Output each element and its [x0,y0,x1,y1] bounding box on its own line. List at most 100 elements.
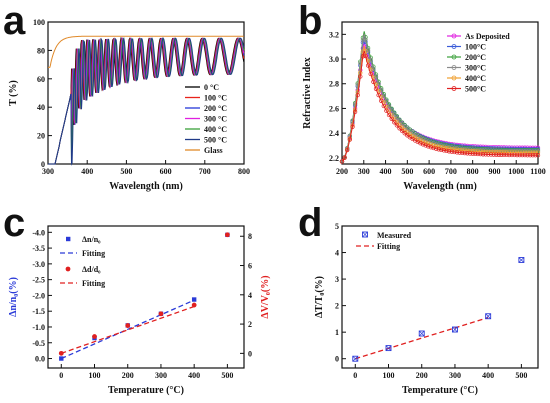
panel-b-series-marker [530,153,535,158]
panel-letter-c: c [3,201,25,245]
panel-d-point [518,257,525,263]
panel-b-series-marker [514,147,520,153]
panel-c-point-d [224,232,230,238]
panel-d-x-tick-label: 0 [353,371,357,380]
panel-c-point-n [191,297,197,302]
panel-b-series-marker [389,116,394,121]
panel-b-y-tick-label: 2.6 [329,104,339,113]
panel-b-series-marker [465,151,470,156]
panel-a-series-line [48,37,245,166]
panel-c-point-d [125,323,131,328]
panel-b-series-marker [384,108,389,113]
panel-b-series-marker [460,148,465,153]
panel-b-series-marker [384,99,389,104]
panel-a-y-tick-label: 40 [37,103,45,112]
panel-c-y-tick-label: 4 [248,291,252,300]
panel-b-series-marker [392,120,397,125]
panel-b-series-marker [514,150,520,155]
panel-d-y-tick-label: 1 [335,328,339,337]
panel-b-legend-label: 500°C [465,85,486,94]
panel-b-legend-marker [451,54,457,60]
panel-c-x-tick-label: 200 [122,371,134,380]
panel-b-series-marker [373,86,379,91]
panel-b-series-marker [381,93,386,99]
panel-b-series-marker [431,145,436,151]
panel-b-series-marker [371,79,376,84]
panel-b-series-marker [488,149,494,155]
panel-b-series-marker [423,143,428,148]
panel-a-legend-label: 200 °C [204,104,227,113]
panel-b-series-marker [522,148,528,153]
panel-c-point-d [92,334,97,339]
panel-d-point-cross [518,257,525,263]
panel-b-series-marker [345,147,350,153]
panel-c-x-tick-label: 100 [89,371,101,380]
panel-b-series-marker [470,149,475,154]
panel-a-y-axis-title: T (%) [8,80,19,106]
panel-d-point-box [451,326,458,333]
panel-b-series-marker [358,74,363,79]
panel-a-plot-frame [47,21,245,165]
panel-d-point-cross [418,330,425,337]
panel-c-chart: 0 100 200 300 400 500 0.0 -0.5 -1.0 -1.5 -2.0 -2.5 -… [8,225,271,396]
panel-b-series-marker [449,146,454,152]
panel-b-series-marker [507,150,512,155]
panel-d-legend-label: Fitting [377,242,400,251]
panel-b-series-marker [399,125,405,130]
panel-b-series-marker [457,150,462,155]
panel-a-x-tick-label: 600 [160,167,172,176]
panel-d-legend-marker [362,231,368,238]
panel-b-series-marker [365,48,371,53]
panel-b-legend-marker [451,44,457,49]
panel-b-series-marker [496,152,501,157]
panel-b-x-tick-label: 1000 [508,167,524,176]
panel-b-series-marker [525,150,530,155]
panel-d-point [485,313,492,320]
panel-b-series-marker [371,66,376,71]
panel-b-series-marker [420,137,426,142]
panel-d-point-box [385,345,392,352]
panel-d-point-box [485,313,492,320]
panel-a-legend-label: 300 °C [204,115,227,124]
panel-b-series-marker [368,71,373,77]
panel-c-y-tick-label: -2.5 [32,276,45,285]
panel-c-y-axis-title-right: ΔV/V₀(%) [260,275,271,318]
panel-c-point-d [58,350,64,356]
panel-a-legend-label: Glass [204,146,223,155]
panel-b-series-marker [533,150,538,155]
panel-c-x-tick-label: 0 [59,371,63,380]
panel-d-point [352,355,359,362]
panel-b-series-marker [392,112,397,117]
panel-b-series-marker [428,145,434,150]
panel-b-series-marker [373,74,379,79]
panel-a-x-tick-label: 500 [120,167,132,176]
panel-b-series-marker [402,131,407,136]
panel-b-series-marker [509,150,515,155]
panel-b-series-marker [467,148,473,154]
panel-c-x-axis-title: Temperature (°C) [108,385,184,396]
panel-b-series-marker [397,126,402,131]
panel-b-plot-frame [341,21,539,165]
panel-a-legend-label: 500 °C [204,136,227,145]
panel-b-series-marker [439,145,444,150]
panel-b-series-marker [376,81,381,86]
panel-d-point-cross [385,345,392,351]
panel-c-y-tick-label: 0 [248,349,252,358]
panel-b-series-marker [462,148,467,153]
panel-b-series-marker [386,103,392,109]
panel-c-x-tick-label: 300 [155,371,167,380]
panel-b-legend-marker [451,86,457,91]
panel-d-point [418,330,425,337]
panel-b-y-tick-label: 3.0 [329,55,339,64]
panel-b-series-marker [522,152,528,158]
panel-b-y-tick-label: 3.2 [329,30,339,39]
panel-b-series-marker [386,112,392,118]
panel-b-series-marker [522,150,528,155]
panel-c-legend-marker-n [66,236,71,242]
panel-b-series-marker [436,147,441,152]
panel-c-point-d [191,302,197,308]
panel-d-plot-frame [341,225,539,369]
panel-b-series-marker [441,145,447,150]
panel-c-y-tick-label: 2 [248,320,252,329]
